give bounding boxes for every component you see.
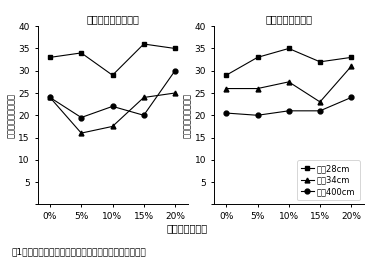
Text: 株間の変動係数: 株間の変動係数	[167, 223, 208, 233]
Y-axis label: 結球重の変動係数％: 結球重の変動係数％	[7, 93, 16, 138]
Y-axis label: 結球重の変動係数％: 結球重の変動係数％	[183, 93, 192, 138]
Text: 図1　株間のばらつき程度が結球重の揃いに及ぼす影音: 図1 株間のばらつき程度が結球重の揃いに及ぼす影音	[11, 248, 146, 257]
Legend: 株間28cm, 株間34cm, 株間400cm: 株間28cm, 株間34cm, 株間400cm	[297, 160, 360, 200]
Title: 冬まき初夏どり作型: 冬まき初夏どり作型	[86, 14, 139, 24]
Title: 夏まき冬どり作型: 夏まき冬どり作型	[265, 14, 312, 24]
